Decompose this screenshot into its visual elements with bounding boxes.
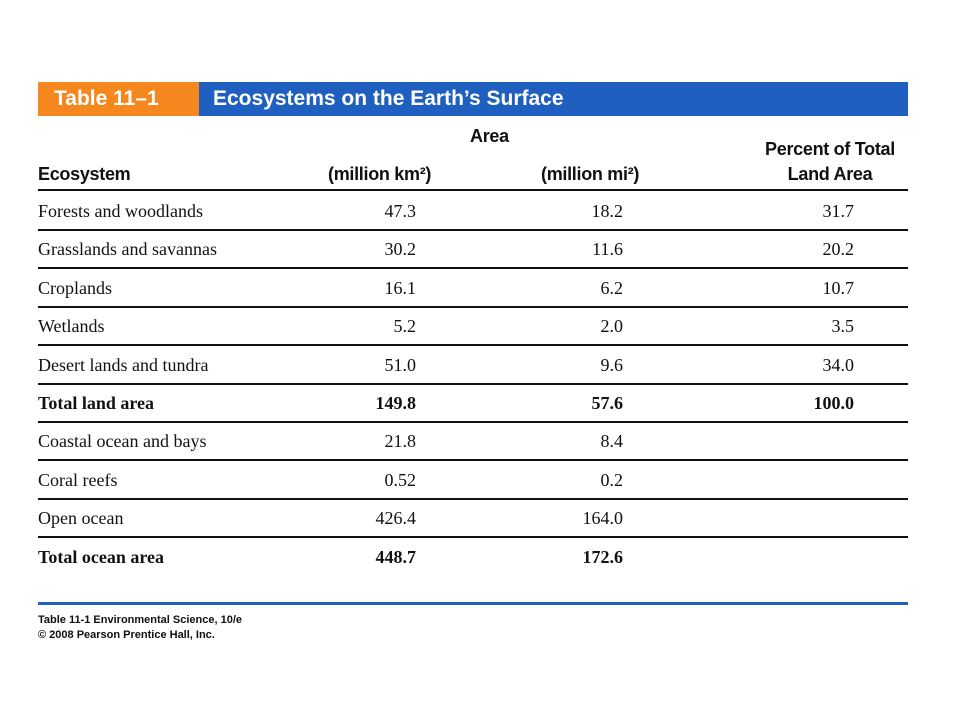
ecosystem-cell: Open ocean (38, 508, 124, 529)
percent-cell: 10.7 (822, 277, 855, 298)
header-area: Area (470, 126, 509, 146)
ecosystem-cell: Coral reefs (38, 469, 118, 490)
table-row: Open ocean 426.4 164.0 (38, 500, 908, 539)
header-mi2: (million mi²) (541, 164, 640, 184)
mi2-cell: 18.2 (591, 201, 624, 221)
ecosystem-cell: Coastal ocean and bays (38, 431, 207, 452)
row-rule (38, 267, 908, 270)
mi2-cell: 2.0 (600, 316, 624, 337)
header-km2: (million km²) (328, 164, 432, 184)
km2-cell: 21.8 (384, 431, 417, 452)
row-rule (38, 536, 908, 539)
percent-cell: 34.0 (822, 354, 855, 375)
mi2-cell: 172.6 (582, 546, 624, 567)
row-rule (38, 382, 908, 385)
km2-cell: 47.3 (384, 201, 417, 221)
percent-cell: 31.7 (822, 201, 855, 221)
row-rule (38, 344, 908, 347)
km2-cell: 426.4 (375, 508, 417, 529)
table-number: Table 11–1 (38, 82, 199, 116)
ecosystem-cell: Wetlands (38, 316, 105, 337)
header-rule (38, 189, 908, 191)
table-title: Ecosystems on the Earth’s Surface (213, 87, 564, 110)
ecosystem-cell: Desert lands and tundra (38, 354, 209, 375)
percent-cell (788, 500, 854, 536)
footer-rule (38, 602, 908, 605)
mi2-cell: 6.2 (600, 277, 624, 298)
km2-cell: 0.52 (384, 469, 417, 490)
footer-copyright: © 2008 Pearson Prentice Hall, Inc. (38, 629, 215, 641)
row-rule (38, 497, 908, 500)
mi2-cell: 164.0 (582, 508, 624, 529)
table-title-bar: Table 11–1 Ecosystems on the Earth’s Sur… (38, 82, 908, 116)
percent-cell: 20.2 (822, 239, 855, 260)
mi2-cell: 11.6 (592, 239, 623, 260)
percent-cell: 100.0 (813, 393, 855, 413)
mi2-cell: 57.6 (591, 393, 624, 413)
table-row: Desert lands and tundra 51.0 9.6 34.0 (38, 347, 908, 385)
mi2-cell: 9.6 (600, 354, 624, 375)
percent-cell: 3.5 (831, 316, 855, 337)
row-rule (38, 305, 908, 308)
ecosystem-cell: Forests and woodlands (38, 201, 203, 221)
km2-cell: 149.8 (375, 393, 417, 413)
ecosystem-cell: Total land area (38, 393, 155, 413)
header-ecosystem: Ecosystem (38, 164, 131, 184)
ecosystem-cell: Total ocean area (38, 546, 164, 567)
footer-source: Table 11-1 Environmental Science, 10/e (38, 614, 242, 626)
table-row: Coastal ocean and bays 21.8 8.4 (38, 423, 908, 462)
table-row: Coral reefs 0.52 0.2 (38, 462, 908, 500)
km2-cell: 5.2 (393, 316, 417, 337)
table-row: Croplands 16.1 6.2 10.7 (38, 270, 908, 308)
row-rule (38, 459, 908, 462)
km2-cell: 30.2 (384, 239, 417, 260)
mi2-cell: 8.4 (600, 431, 624, 452)
ecosystem-cell: Croplands (38, 277, 112, 298)
header-percent-line1: Percent of Total (765, 139, 895, 159)
row-rule (38, 229, 908, 231)
table-row: Forests and woodlands 47.3 18.2 31.7 (38, 193, 908, 231)
row-rule (38, 421, 908, 423)
mi2-cell: 0.2 (600, 469, 624, 490)
ecosystem-cell: Grasslands and savannas (38, 239, 217, 260)
table-row: Grasslands and savannas 30.2 11.6 20.2 (38, 231, 908, 270)
table-row: Total ocean area 448.7 172.6 (38, 539, 908, 577)
km2-cell: 448.7 (375, 546, 417, 567)
table-row: Total land area 149.8 57.6 100.0 (38, 385, 908, 423)
percent-cell (788, 423, 854, 459)
header-percent-line2: Land Area (787, 164, 873, 184)
km2-cell: 51.0 (384, 354, 417, 375)
table-row: Wetlands 5.2 2.0 3.5 (38, 308, 908, 347)
percent-cell (788, 539, 854, 575)
km2-cell: 16.1 (384, 277, 417, 298)
percent-cell (788, 462, 854, 498)
